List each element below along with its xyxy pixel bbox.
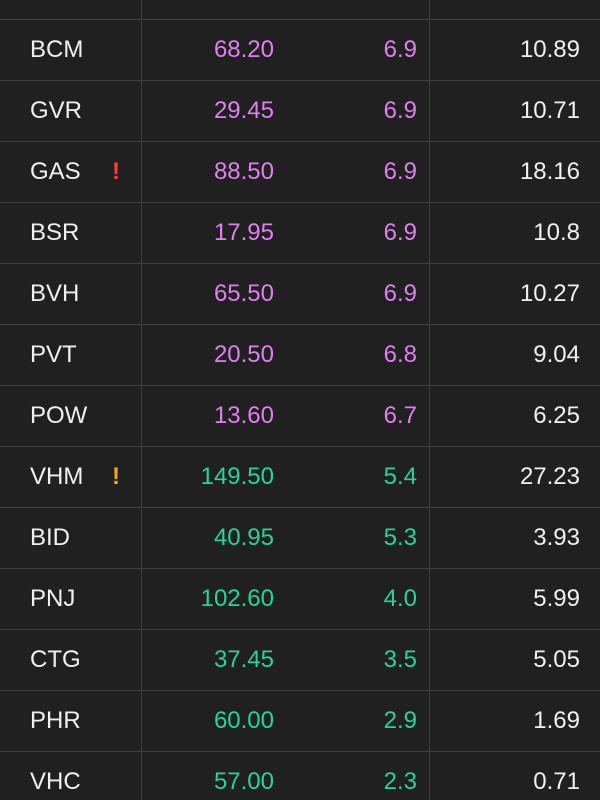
price-cell: 40.95: [213, 524, 274, 551]
symbol-label: PHR: [30, 707, 81, 734]
change-percent-cell: [284, 0, 430, 19]
symbol-cell: VHC: [0, 752, 142, 800]
table-row[interactable]: VHM! 149.50 5.4 27.23: [0, 447, 600, 508]
price-cell: 29.45: [213, 97, 274, 124]
symbol-cell: PHR: [0, 691, 142, 751]
price-cell: 68.20: [213, 36, 274, 63]
change-percent-cell: 3.5: [284, 630, 430, 690]
price-cell: [142, 0, 284, 19]
symbol-cell: VHM!: [0, 447, 142, 507]
table-row[interactable]: GAS! 88.50 6.9 18.16: [0, 142, 600, 203]
table-row[interactable]: [0, 0, 600, 20]
symbol-cell: BSR: [0, 203, 142, 263]
price-cell: 102.60: [200, 585, 274, 612]
price-cell: 13.60: [213, 402, 274, 429]
value-cell: 0.71: [533, 768, 580, 795]
symbol-label: BSR: [30, 219, 80, 246]
value-cell: 10.27: [519, 280, 580, 307]
table-row[interactable]: PNJ 102.60 4.0 5.99: [0, 569, 600, 630]
table-row[interactable]: BVH 65.50 6.9 10.27: [0, 264, 600, 325]
symbol-cell: BCM: [0, 20, 142, 80]
change-percent-cell: 2.3: [284, 752, 430, 800]
change-percent-cell: 6.9: [284, 264, 430, 324]
symbol-cell: PNJ: [0, 569, 142, 629]
price-cell: 149.50: [200, 463, 274, 490]
table-row[interactable]: PHR 60.00 2.9 1.69: [0, 691, 600, 752]
change-percent-cell: 6.9: [284, 203, 430, 263]
value-cell: 10.8: [533, 219, 580, 246]
symbol-label: CTG: [30, 646, 81, 673]
symbol-label: GAS: [30, 158, 81, 185]
symbol-cell: BID: [0, 508, 142, 568]
change-percent-cell: 6.9: [284, 20, 430, 80]
symbol-label: BCM: [30, 36, 84, 63]
value-cell: 1.69: [533, 707, 580, 734]
price-cell: 37.45: [213, 646, 274, 673]
symbol-cell: BVH: [0, 264, 142, 324]
change-percent-cell: 2.9: [284, 691, 430, 751]
table-row[interactable]: PVT 20.50 6.8 9.04: [0, 325, 600, 386]
symbol-label: PVT: [30, 341, 77, 368]
symbol-label: VHC: [30, 768, 81, 795]
price-cell: 65.50: [213, 280, 274, 307]
table-row[interactable]: VHC 57.00 2.3 0.71: [0, 752, 600, 800]
change-percent-cell: 6.8: [284, 325, 430, 385]
symbol-cell: [0, 0, 142, 19]
value-cell: 27.23: [519, 463, 580, 490]
value-cell: [430, 0, 600, 19]
value-cell: 10.71: [519, 97, 580, 124]
change-percent-cell: 4.0: [284, 569, 430, 629]
alert-icon[interactable]: !: [112, 158, 120, 185]
value-cell: 10.89: [519, 36, 580, 63]
price-cell: 88.50: [213, 158, 274, 185]
symbol-label: BID: [30, 524, 71, 551]
value-cell: 5.05: [533, 646, 580, 673]
value-cell: 6.25: [533, 402, 580, 429]
table-row[interactable]: GVR 29.45 6.9 10.71: [0, 81, 600, 142]
table-row[interactable]: BCM 68.20 6.9 10.89: [0, 20, 600, 81]
change-percent-cell: 6.9: [284, 81, 430, 141]
table-row[interactable]: POW 13.60 6.7 6.25: [0, 386, 600, 447]
change-percent-cell: 5.3: [284, 508, 430, 568]
price-cell: 57.00: [213, 768, 274, 795]
symbol-label: BVH: [30, 280, 80, 307]
value-cell: 9.04: [533, 341, 580, 368]
symbol-label: VHM: [30, 463, 84, 490]
alert-icon[interactable]: !: [112, 463, 120, 490]
value-cell: 5.99: [533, 585, 580, 612]
symbol-label: PNJ: [30, 585, 76, 612]
symbol-cell: GVR: [0, 81, 142, 141]
table-row[interactable]: BSR 17.95 6.9 10.8: [0, 203, 600, 264]
price-cell: 20.50: [213, 341, 274, 368]
symbol-cell: CTG: [0, 630, 142, 690]
symbol-cell: POW: [0, 386, 142, 446]
symbol-label: POW: [30, 402, 88, 429]
symbol-cell: PVT: [0, 325, 142, 385]
table-row[interactable]: CTG 37.45 3.5 5.05: [0, 630, 600, 691]
symbol-label: GVR: [30, 97, 83, 124]
change-percent-cell: 6.7: [284, 386, 430, 446]
change-percent-cell: 5.4: [284, 447, 430, 507]
value-cell: 18.16: [519, 158, 580, 185]
price-cell: 17.95: [213, 219, 274, 246]
value-cell: 3.93: [533, 524, 580, 551]
symbol-cell: GAS!: [0, 142, 142, 202]
table-row[interactable]: BID 40.95 5.3 3.93: [0, 508, 600, 569]
change-percent-cell: 6.9: [284, 142, 430, 202]
price-cell: 60.00: [213, 707, 274, 734]
